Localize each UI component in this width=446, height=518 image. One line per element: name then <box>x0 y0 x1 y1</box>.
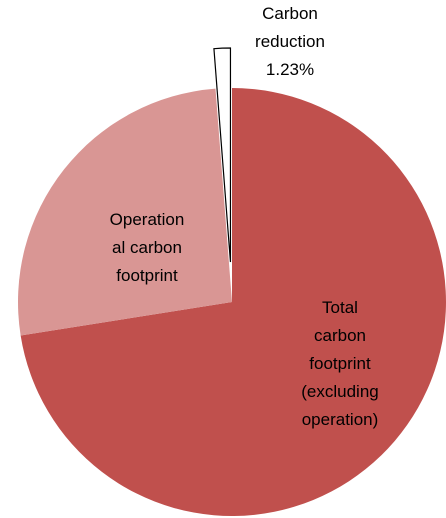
pie-slice <box>213 47 232 263</box>
pie-slice <box>20 88 446 516</box>
pie-slice <box>18 88 233 336</box>
value-label: 1.23% <box>265 60 315 79</box>
slice-label: Total carbon footprint (excluding operat… <box>301 298 379 429</box>
slice-label: Operation al carbon footprint <box>109 210 185 285</box>
slice-label: Carbon reduction 1.23% <box>255 4 325 79</box>
